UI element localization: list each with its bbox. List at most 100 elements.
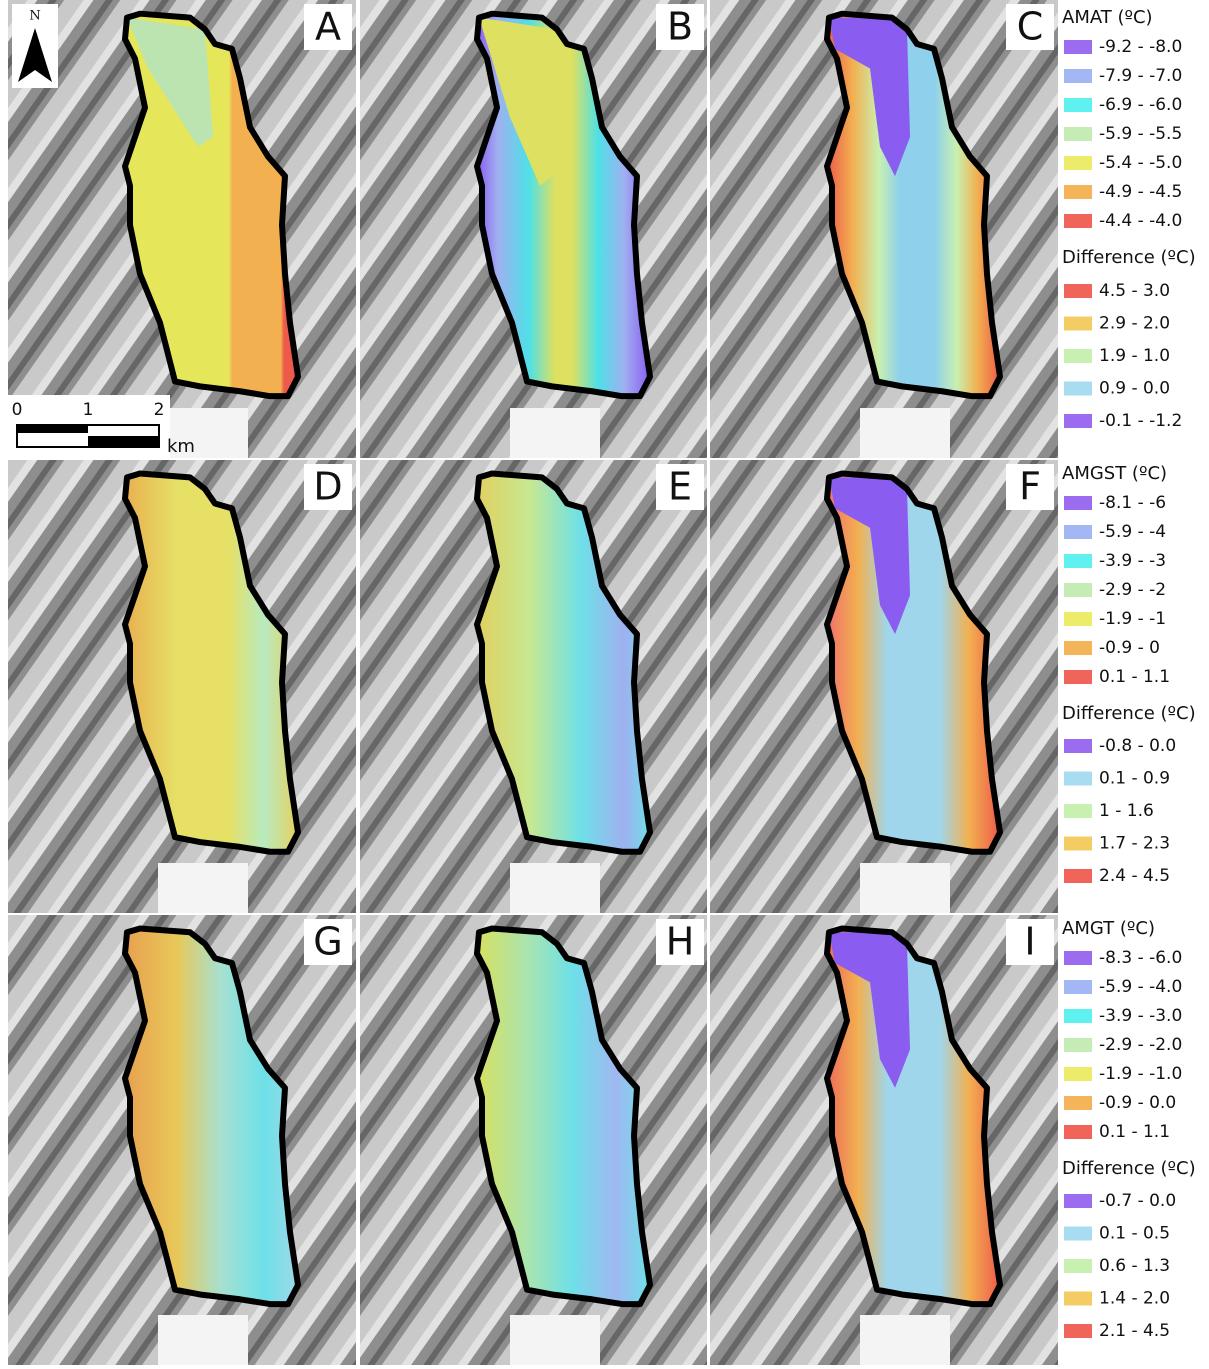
legend-swatch [1064, 1009, 1092, 1023]
panel-label: G [313, 920, 342, 964]
map-panel: F [710, 460, 1058, 913]
legend-label: -0.8 - 0.0 [1099, 736, 1176, 756]
legend-title: Difference (ºC) [1062, 247, 1196, 268]
legend-swatch [1064, 349, 1092, 363]
legend-swatch [1064, 40, 1092, 54]
legend-label: 1.7 - 2.3 [1099, 834, 1170, 854]
legend-swatch [1064, 156, 1092, 170]
legend-label: 2.9 - 2.0 [1099, 314, 1170, 334]
legend-label: 1.9 - 1.0 [1099, 346, 1170, 366]
legend-swatch [1064, 869, 1092, 883]
panel-label: H [666, 920, 695, 964]
legend-label: -0.1 - -1.2 [1099, 411, 1182, 431]
map-panel: D [8, 460, 356, 913]
legend-title: AMAT (ºC) [1062, 7, 1153, 28]
valley-floor [860, 863, 950, 913]
legend-swatch [1064, 980, 1092, 994]
panel-label: B [667, 5, 693, 49]
legend-label: -5.9 - -4.0 [1099, 977, 1182, 997]
legend-label: -0.7 - 0.0 [1099, 1191, 1176, 1211]
valley-floor [158, 1315, 248, 1365]
legend-swatch [1064, 127, 1092, 141]
legend-title: Difference (ºC) [1062, 703, 1196, 724]
legend-label: 4.5 - 3.0 [1099, 281, 1170, 301]
legend-swatch [1064, 1292, 1092, 1306]
legend-swatch [1064, 1324, 1092, 1338]
legend-swatch [1064, 837, 1092, 851]
legend-swatch [1064, 1259, 1092, 1273]
legend-swatch [1064, 804, 1092, 818]
scale-label: 1 [83, 400, 94, 420]
legend-label: 0.1 - 1.1 [1099, 1122, 1170, 1142]
legend-label: -4.4 - -4.0 [1099, 211, 1182, 231]
panel-label: D [313, 465, 342, 509]
map-panel: C [710, 0, 1058, 458]
legend-title: AMGT (ºC) [1062, 918, 1155, 939]
legend-title: Difference (ºC) [1062, 1158, 1196, 1179]
legend-label: -6.9 - -6.0 [1099, 95, 1182, 115]
panel-label: C [1017, 5, 1044, 49]
valley-floor [510, 863, 600, 913]
valley-floor [860, 1315, 950, 1365]
legend-label: 2.1 - 4.5 [1099, 1321, 1170, 1341]
scale-label: 2 [154, 400, 165, 420]
legend-swatch [1064, 284, 1092, 298]
valley-floor [510, 1315, 600, 1365]
legend-label: -0.9 - 0 [1099, 638, 1160, 658]
legend-label: -0.9 - 0.0 [1099, 1093, 1176, 1113]
legend-swatch [1064, 1194, 1092, 1208]
legend-label: -5.9 - -4 [1099, 522, 1166, 542]
legend-swatch [1064, 739, 1092, 753]
legend-label: 1.4 - 2.0 [1099, 1289, 1170, 1309]
figure: AN012kmBCDEFGHIAMAT (ºC)-9.2 - -8.0-7.9 … [0, 0, 1209, 1365]
map-panel: I [710, 915, 1058, 1365]
legend-label: 0.1 - 1.1 [1099, 667, 1170, 687]
legend-swatch [1064, 1227, 1092, 1241]
legend-label: 2.4 - 4.5 [1099, 866, 1170, 886]
legend-label: -2.9 - -2 [1099, 580, 1166, 600]
valley-floor [158, 863, 248, 913]
legend-label: -3.9 - -3.0 [1099, 1006, 1182, 1026]
map-panel: E [360, 460, 708, 913]
legend-swatch [1064, 317, 1092, 331]
legend-swatch [1064, 382, 1092, 396]
legend-swatch [1064, 185, 1092, 199]
legend-swatch [1064, 1096, 1092, 1110]
scale-label: 0 [12, 400, 23, 420]
map-panel: H [360, 915, 708, 1365]
legend-label: 0.1 - 0.5 [1099, 1224, 1170, 1244]
legend-title: AMGST (ºC) [1062, 463, 1167, 484]
legend-label: -4.9 - -4.5 [1099, 182, 1182, 202]
north-letter: N [29, 9, 40, 24]
legend-label: -5.9 - -5.5 [1099, 124, 1182, 144]
legend-swatch [1064, 414, 1092, 428]
legend-label: -3.9 - -3 [1099, 551, 1166, 571]
legend-swatch [1064, 1125, 1092, 1139]
legend-label: -8.1 - -6 [1099, 493, 1166, 513]
legend-swatch [1064, 525, 1092, 539]
legend-swatch [1064, 98, 1092, 112]
map-panel: B [360, 0, 708, 458]
legend-swatch [1064, 1038, 1092, 1052]
legend-label: -2.9 - -2.0 [1099, 1035, 1182, 1055]
legend-swatch [1064, 951, 1092, 965]
legend-label: -7.9 - -7.0 [1099, 66, 1182, 86]
legend-swatch [1064, 772, 1092, 786]
valley-floor [860, 408, 950, 458]
scale-unit: km [167, 436, 195, 457]
panel-label: F [1019, 465, 1041, 509]
legend-label: -1.9 - -1 [1099, 609, 1166, 629]
legend-swatch [1064, 496, 1092, 510]
legend-swatch [1064, 554, 1092, 568]
legend-swatch [1064, 583, 1092, 597]
legend-swatch [1064, 612, 1092, 626]
panel-label: I [1024, 920, 1035, 964]
legend-label: -9.2 - -8.0 [1099, 37, 1182, 57]
legend-label: 0.9 - 0.0 [1099, 379, 1170, 399]
legend-swatch [1064, 214, 1092, 228]
legend-swatch [1064, 69, 1092, 83]
scale-seg [88, 436, 159, 447]
legend-label: -5.4 - -5.0 [1099, 153, 1182, 173]
scale-seg [17, 425, 88, 433]
